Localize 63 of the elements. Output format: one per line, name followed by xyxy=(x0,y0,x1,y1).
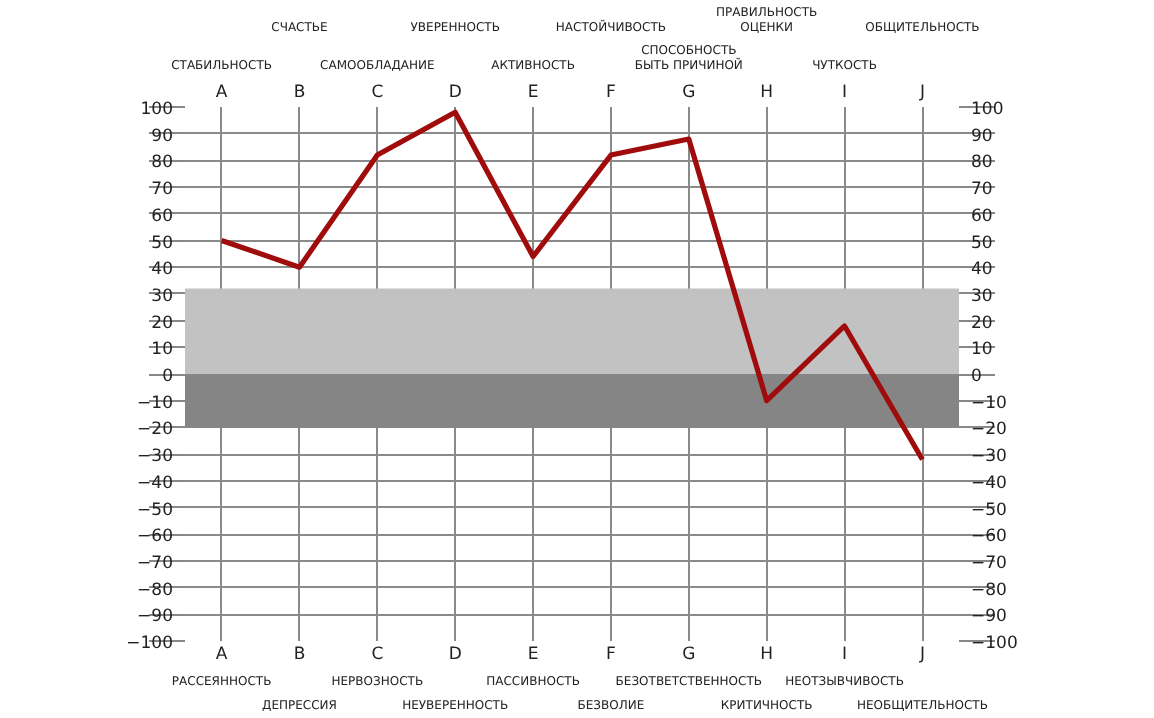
y-tick-label: 10 xyxy=(151,340,174,361)
y2-tick-label: 90 xyxy=(971,126,993,147)
y2-tick-label: 40 xyxy=(971,260,993,281)
y-tick-label: 90 xyxy=(151,126,174,147)
x-tick-label: A xyxy=(215,645,228,665)
category-label: D xyxy=(448,83,462,103)
x-tick-label: I xyxy=(842,645,848,665)
category-label: I xyxy=(842,83,848,103)
y2-tick-label: 100 xyxy=(971,100,1004,120)
category-label: H xyxy=(760,83,774,103)
x-tick-label: H xyxy=(760,645,774,665)
y-tick-label: 80 xyxy=(151,153,174,174)
y-tick-label: −100 xyxy=(126,634,174,654)
y-tick-label: 50 xyxy=(151,233,174,254)
category-label: G xyxy=(682,83,696,103)
y-tick-label: −90 xyxy=(137,607,174,628)
y2-tick-label: −100 xyxy=(971,634,1018,654)
y2-tick-label: −90 xyxy=(971,607,1007,628)
y-tick-label: −40 xyxy=(137,473,174,494)
category-label: J xyxy=(919,83,925,103)
x-tick-label: B xyxy=(293,645,306,665)
y2-tick-label: 60 xyxy=(971,206,993,227)
y-tick-label: −60 xyxy=(137,527,174,548)
y2-tick-label: 30 xyxy=(971,286,993,307)
y-tick-label: 30 xyxy=(151,286,174,307)
y-tick-label: −20 xyxy=(137,420,174,441)
y2-tick-label: −20 xyxy=(971,420,1007,441)
y2-tick-label: 70 xyxy=(971,180,993,201)
category-label: B xyxy=(293,83,306,103)
x-tick-label: E xyxy=(527,645,539,665)
y-tick-label: 100 xyxy=(140,100,174,120)
line-series xyxy=(219,109,925,463)
x-tick-label: G xyxy=(682,645,696,665)
y-tick-label: −30 xyxy=(137,447,174,468)
x-tick-label: C xyxy=(371,645,384,665)
y2-tick-label: −10 xyxy=(971,393,1007,414)
y2-tick-label: 0 xyxy=(971,367,982,387)
category-label: C xyxy=(371,83,384,103)
y-tick-label: −50 xyxy=(137,500,174,521)
x-tick-label: F xyxy=(606,645,617,665)
y-tick-label: 70 xyxy=(151,180,174,201)
y-tick-label: 0 xyxy=(162,367,174,387)
y2-tick-label: 10 xyxy=(971,340,993,361)
category-label: A xyxy=(215,83,228,103)
y-tick-label: −70 xyxy=(137,553,174,574)
y2-tick-label: −30 xyxy=(971,447,1007,468)
y2-tick-label: −70 xyxy=(971,553,1007,574)
y-tick-label: −80 xyxy=(137,580,174,601)
y2-tick-label: 20 xyxy=(971,313,993,334)
y2-tick-label: −40 xyxy=(971,473,1007,494)
y2-tick-label: −80 xyxy=(971,580,1007,601)
y2-tick-label: −50 xyxy=(971,500,1007,521)
y-tick-label: 60 xyxy=(151,206,174,227)
category-label: F xyxy=(606,83,616,103)
y-tick-label: 40 xyxy=(151,260,174,281)
y2-tick-label: 80 xyxy=(971,153,993,174)
category-label: E xyxy=(527,83,539,103)
x-tick-label: D xyxy=(448,645,463,665)
y2-tick-label: −60 xyxy=(971,527,1007,548)
y-tick-label: −10 xyxy=(137,393,174,414)
x-tick-label: J xyxy=(917,645,925,665)
y2-tick-label: 50 xyxy=(971,233,993,254)
y-tick-label: 20 xyxy=(151,313,174,334)
